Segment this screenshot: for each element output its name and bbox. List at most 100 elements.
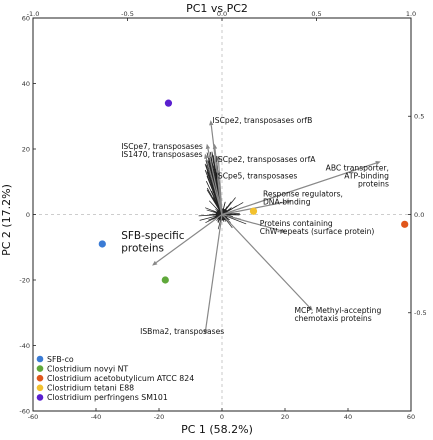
x-tick-label: -60 — [28, 413, 39, 421]
legend-item: Clostridium acetobutylicum ATCC 824 — [36, 374, 194, 383]
loading-arrow-shaft — [221, 213, 282, 232]
loading-annotation-line: ChW-repeats (surface protein) — [260, 227, 375, 236]
x-tick-label: -20 — [154, 413, 165, 421]
loading-arrow — [221, 214, 313, 311]
score-point — [401, 220, 409, 228]
loading-annotation-line: ISCpe2, transposases orfB — [213, 116, 313, 125]
loading-annotation-line: ISCpe5, transposases — [216, 171, 298, 180]
loading-arrows-layer — [152, 120, 381, 335]
loading-annotation-line: proteins — [121, 243, 164, 255]
loading-arrow-shaft — [221, 162, 377, 216]
loading-annotation: ABC transporter, ATP-binding proteins — [326, 163, 389, 188]
top-tick-label: -0.5 — [121, 10, 134, 18]
loading-annotation-line: MCP, Methyl-accepting — [294, 306, 381, 315]
legend-item: Clostridium tetani E88 — [36, 384, 134, 393]
loading-annotation-line: ATP-binding — [344, 171, 389, 180]
loading-annotation-line: SFB-specific — [121, 230, 185, 242]
legend-swatch — [36, 365, 44, 372]
loading-annotation: Response regulators, DNA-binding — [263, 189, 343, 206]
loading-annotation: SFB-specific proteins — [121, 230, 185, 255]
y-tick-label: 20 — [22, 145, 30, 153]
legend-label: SFB-co — [47, 355, 74, 364]
loading-arrow — [205, 143, 223, 215]
loading-annotation: ISCpe2, transposases orfA — [216, 155, 317, 164]
loading-arrow-shaft — [217, 160, 223, 215]
legend-item: Clostridium novyi NT — [36, 364, 128, 373]
y-tick-label: -40 — [19, 342, 30, 350]
loading-arrow-head — [203, 329, 208, 335]
loading-annotation-line: Response regulators, — [263, 189, 343, 198]
loading-arrow-head — [205, 143, 211, 150]
x-tick-label: 40 — [344, 413, 352, 421]
legend-label: Clostridium perfringens SM101 — [47, 393, 168, 402]
loading-annotation-line: chemotaxis proteins — [294, 314, 371, 323]
loading-arrow — [204, 153, 223, 215]
x-tick-label: 0 — [220, 413, 224, 421]
loading-arrow-shaft — [221, 214, 310, 308]
loading-arrow-head — [286, 199, 292, 204]
loading-annotation-line: ISBma2, transposases — [140, 327, 224, 336]
x-tick-label: 60 — [407, 413, 415, 421]
legend-swatch — [36, 394, 44, 401]
legend-swatch — [36, 355, 44, 363]
top-tick-label: 0.5 — [311, 10, 321, 18]
loading-arrow-head — [209, 120, 214, 126]
y-tick-label: 0 — [26, 211, 30, 219]
right-tick-label: 0.5 — [414, 113, 424, 121]
top-tick-label: 1.0 — [406, 10, 416, 18]
loading-annotation: Proteins containing ChW-repeats (surface … — [260, 219, 375, 236]
loading-annotation: MCP, Methyl-accepting chemotaxis proteins — [294, 306, 381, 323]
legend-label: Clostridium tetani E88 — [47, 384, 134, 393]
loading-annotation: ISCpe2, transposases orfB — [213, 116, 313, 125]
x-axis-label: PC 1 (58.2%) — [181, 423, 253, 436]
score-point — [161, 276, 169, 284]
legend-label: Clostridium acetobutylicum ATCC 824 — [47, 374, 194, 383]
score-points-layer — [98, 99, 409, 284]
loading-annotation: ISCpe7, transposases IS1470, transposases — [121, 142, 203, 159]
y-tick-label: 60 — [22, 14, 30, 22]
loading-arrow-head — [216, 155, 221, 161]
loading-arrow-head — [307, 305, 313, 311]
legend-swatch — [36, 384, 44, 392]
loading-annotation: ISBma2, transposases — [140, 327, 224, 336]
loading-arrow-head — [280, 228, 287, 233]
score-point — [249, 207, 258, 215]
loading-arrow — [203, 214, 223, 335]
top-tick-label: 0.0 — [217, 10, 227, 18]
loading-arrow-head — [204, 153, 209, 159]
legend-item: SFB-co — [36, 355, 74, 364]
loading-annotation-line: ISCpe7, transposases — [121, 142, 203, 151]
x-tick-label: -40 — [91, 413, 102, 421]
y-tick-label: 40 — [22, 80, 30, 88]
score-point — [164, 99, 173, 107]
x-tick-label: 20 — [281, 413, 289, 421]
legend-swatch — [36, 374, 44, 382]
legend-item: Clostridium perfringens SM101 — [36, 393, 168, 402]
score-point — [98, 240, 106, 248]
loading-annotation: ISCpe5, transposases — [216, 171, 298, 180]
loading-arrow-head — [212, 143, 218, 149]
loading-arrow-head — [375, 160, 381, 166]
loading-arrow-head — [152, 260, 158, 266]
loading-arrow-shaft — [205, 214, 223, 330]
loading-arrow — [221, 213, 287, 233]
top-tick-label: -1.0 — [27, 10, 40, 18]
chart-title: PC1 vs PC2 — [186, 2, 248, 15]
loading-annotation-line: DNA-binding — [263, 198, 311, 207]
loading-arrow-shaft — [207, 148, 223, 215]
loading-arrow-shaft — [205, 158, 223, 215]
annotations-layer: ISCpe2, transposases orfB ISCpe7, transpo… — [121, 116, 389, 336]
loading-arrow-shaft — [155, 214, 223, 264]
y-axis-label: PC 2 (17.2%) — [0, 184, 13, 256]
loading-annotation-line: Proteins containing — [260, 219, 333, 228]
loading-annotation-line: ISCpe2, transposases orfA — [216, 155, 317, 164]
right-tick-label: -0.5 — [414, 309, 427, 317]
loading-annotation-line: ABC transporter, — [326, 163, 389, 172]
right-tick-label: 0.0 — [414, 211, 424, 219]
loading-arrow — [216, 155, 223, 215]
y-tick-label: -60 — [19, 407, 30, 415]
